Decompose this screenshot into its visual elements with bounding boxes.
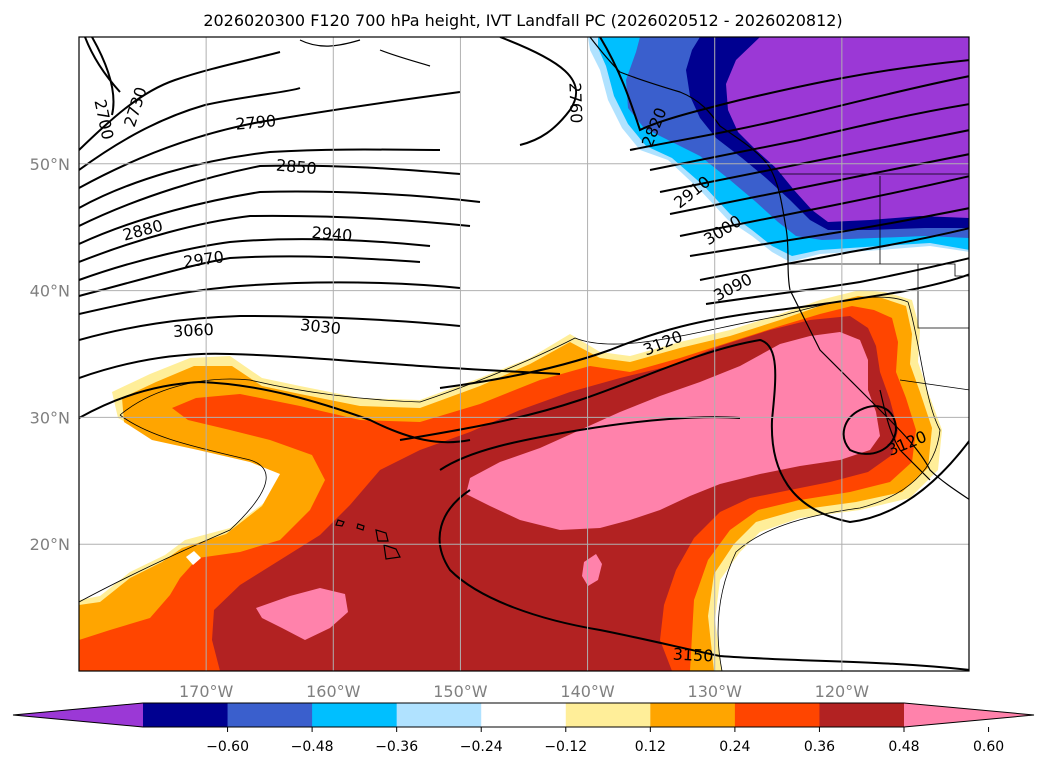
colorbar-label-5: 0.12: [635, 739, 666, 755]
colorbar-label-6: 0.24: [719, 739, 750, 755]
ivt-boundary-lines: [79, 296, 941, 671]
contour-label-5: 2940: [311, 223, 353, 245]
lon-tick-label-2: 150°W: [433, 682, 488, 701]
colorbar-box-3: [396, 703, 482, 727]
colorbar-label-2: −0.36: [375, 739, 418, 755]
ivt-shade-plus-060-main: [466, 332, 880, 530]
lon-tick-label-1: 160°W: [306, 682, 361, 701]
ivt-shade-plus-060-south: [256, 588, 348, 640]
colorbar-box-1: [227, 703, 313, 727]
colorbar-label-4: −0.12: [544, 739, 587, 755]
colorbar-extend-low: [13, 703, 143, 727]
figure-title: 2026020300 F120 700 hPa height, IVT Land…: [203, 11, 842, 30]
map-frame: [78, 36, 970, 672]
lon-tick-label-4: 130°W: [688, 682, 743, 701]
lon-tick-label-5: 120°W: [815, 682, 870, 701]
lat-tick-label-2: 40°N: [30, 282, 70, 301]
colorbar-label-8: 0.48: [888, 739, 919, 755]
colorbar-box-8: [819, 703, 905, 727]
colorbar-box-2: [312, 703, 398, 727]
colorbar-box-0: [143, 703, 229, 727]
height-contours: [79, 37, 969, 671]
svg-text:3030: 3030: [299, 315, 341, 338]
svg-text:3150: 3150: [672, 644, 714, 665]
lon-tick-label-3: 140°W: [560, 682, 615, 701]
contour-label-2: 2790: [235, 111, 277, 133]
longitude-labels: 170°W 160°W 150°W 140°W 130°W 120°W: [179, 682, 869, 701]
contour-label-3: 2850: [275, 156, 317, 178]
svg-text:2940: 2940: [311, 223, 353, 245]
colorbar: −0.60 −0.48 −0.36 −0.24 −0.12 0.12 0.24 0.36 0.4…: [12, 702, 1035, 755]
ivt-positive-shading: [79, 290, 942, 671]
colorbar-label-0: −0.60: [206, 739, 249, 755]
coastlines: [299, 37, 969, 560]
colorbar-box-5: [565, 703, 651, 727]
colorbar-label-1: −0.48: [291, 739, 334, 755]
colorbar-label-7: 0.36: [804, 739, 835, 755]
map-area: [79, 37, 969, 671]
map-grid: [79, 37, 969, 671]
svg-text:2790: 2790: [235, 111, 277, 133]
colorbar-extend-high: [904, 703, 1034, 727]
svg-text:2850: 2850: [275, 156, 317, 178]
latitude-labels: 20°N 30°N 40°N 50°N: [30, 155, 70, 554]
svg-text:3060: 3060: [173, 320, 215, 341]
svg-text:2760: 2760: [565, 82, 585, 123]
contour-label-9: 2760: [565, 82, 585, 123]
colorbar-box-4: [481, 703, 567, 727]
contour-label-16: 3150: [672, 644, 714, 665]
colorbar-label-3: −0.24: [460, 739, 503, 755]
lat-tick-label-1: 30°N: [30, 408, 70, 427]
colorbar-box-7: [734, 703, 820, 727]
ivt-shade-minus-012-island: [186, 551, 201, 565]
contour-label-8: 3030: [299, 315, 341, 338]
ivt-shade-plus-060-spot: [582, 554, 602, 586]
lon-tick-label-0: 170°W: [179, 682, 234, 701]
contour-label-7: 3060: [173, 320, 215, 341]
lat-tick-label-3: 50°N: [30, 155, 70, 174]
lat-tick-label-0: 20°N: [30, 535, 70, 554]
political-borders: [780, 173, 969, 391]
colorbar-label-9: 0.60: [973, 739, 1004, 755]
colorbar-box-6: [650, 703, 736, 727]
